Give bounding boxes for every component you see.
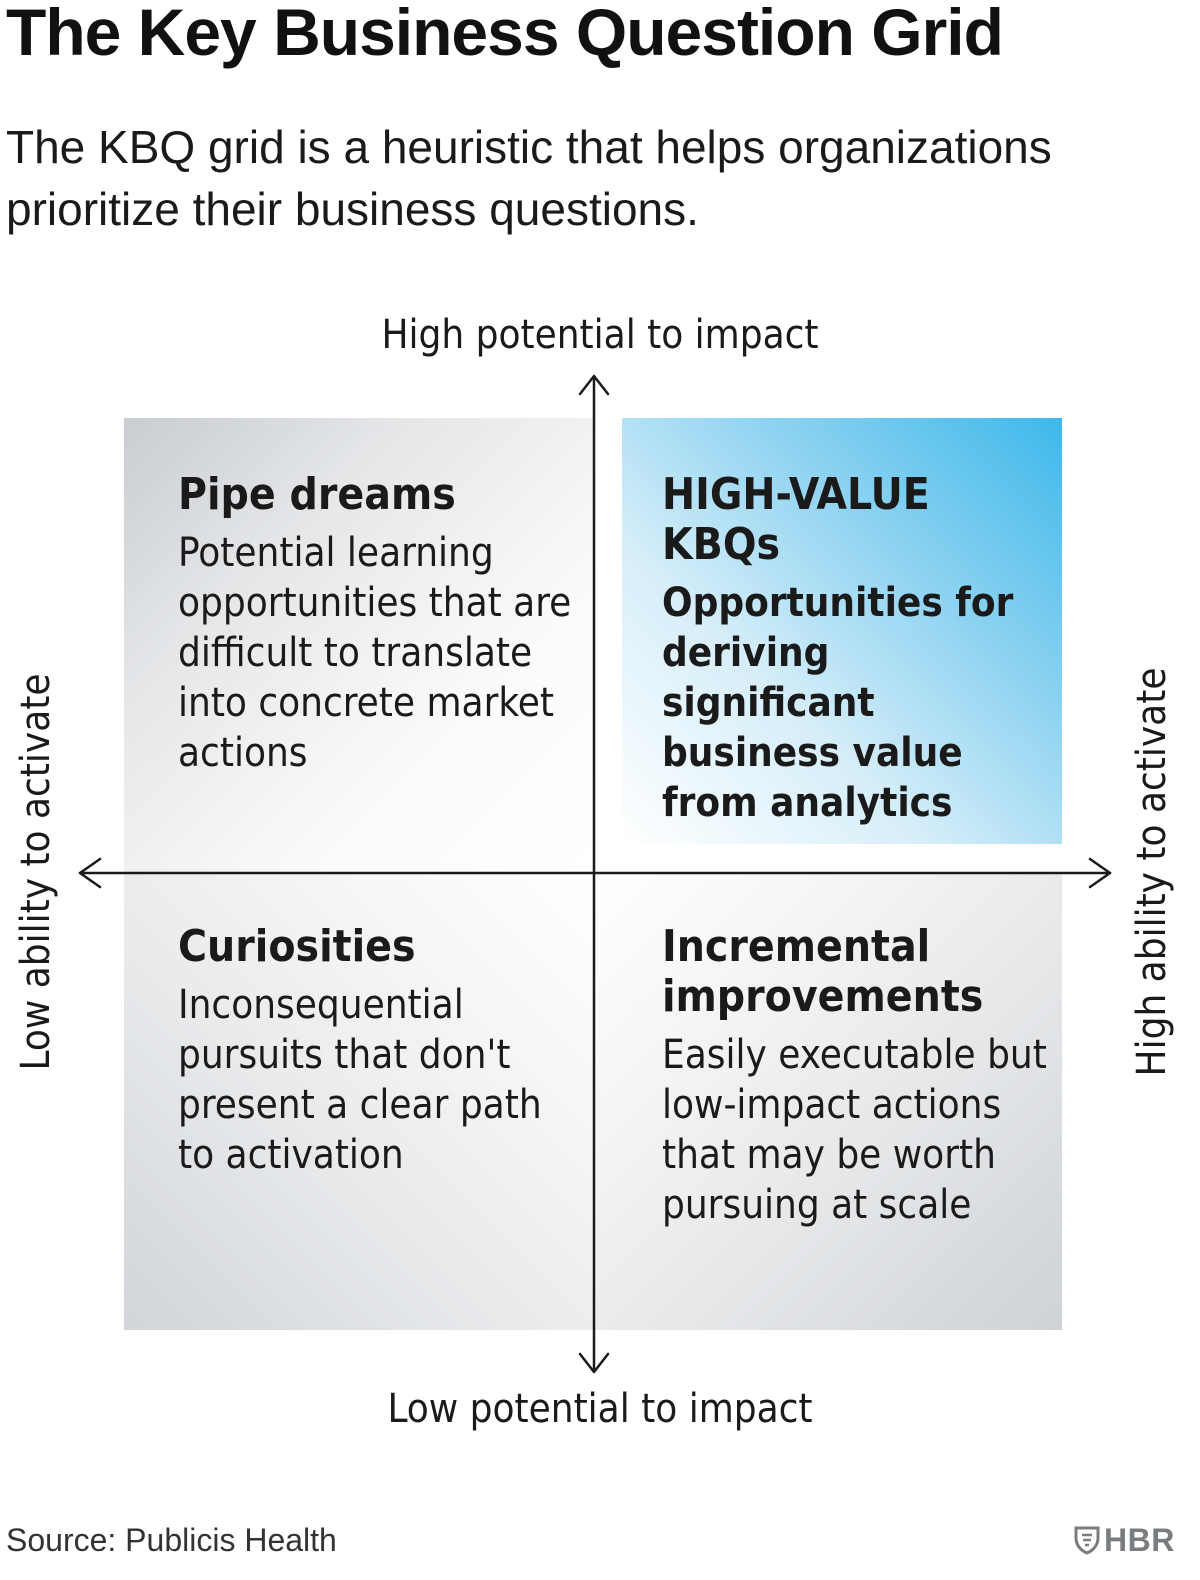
hbr-logo: HBR [1074,1522,1175,1558]
quadrant-title: Pipe dreams [178,469,456,520]
quadrant-pipe-dreams [124,418,594,872]
quadrant-title: HIGH-VALUE KBQs [662,469,930,570]
quadrant-curiosities [124,872,594,1330]
quadrant-title: Incremental improvements [662,921,984,1022]
axis-label-left: Low ability to activate [13,673,59,1071]
quadrant-description: Inconsequential pursuits that don't pres… [178,982,542,1178]
axis-label-right: High ability to activate [1129,667,1175,1077]
quadrant-description: Opportunities for deriving significant b… [662,580,1014,826]
quadrant-text-pipe-dreams: Pipe dreams Potential learning opportuni… [178,470,578,778]
quadrant-description: Potential learning opportunities that ar… [178,530,572,776]
quadrant-text-high-value-kbqs: HIGH-VALUE KBQs Opportunities for derivi… [662,470,1052,828]
quadrant-incremental-improvements [594,872,1062,1330]
quadrant-description: Easily executable but low-impact actions… [662,1032,1047,1228]
arrow-down-icon [578,1352,610,1374]
arrow-left-icon [78,857,102,889]
source-note: Source: Publicis Health [6,1522,337,1558]
page-subtitle: The KBQ grid is a heuristic that helps o… [6,121,1052,235]
logo-text: HBR [1104,1521,1175,1558]
page-title: The Key Business Question Grid [6,0,1004,69]
shield-icon [1074,1526,1100,1555]
axis-label-top: High potential to impact [381,312,819,358]
quadrant-text-curiosities: Curiosities Inconsequential pursuits tha… [178,922,578,1180]
quadrant-text-incremental-improvements: Incremental improvements Easily executab… [662,922,1052,1230]
quadrant-high-value-kbqs [622,418,1062,844]
axis-label-bottom: Low potential to impact [387,1386,813,1432]
arrow-right-icon [1088,857,1112,889]
quadrant-title: Curiosities [178,921,416,972]
arrow-up-icon [578,374,610,396]
